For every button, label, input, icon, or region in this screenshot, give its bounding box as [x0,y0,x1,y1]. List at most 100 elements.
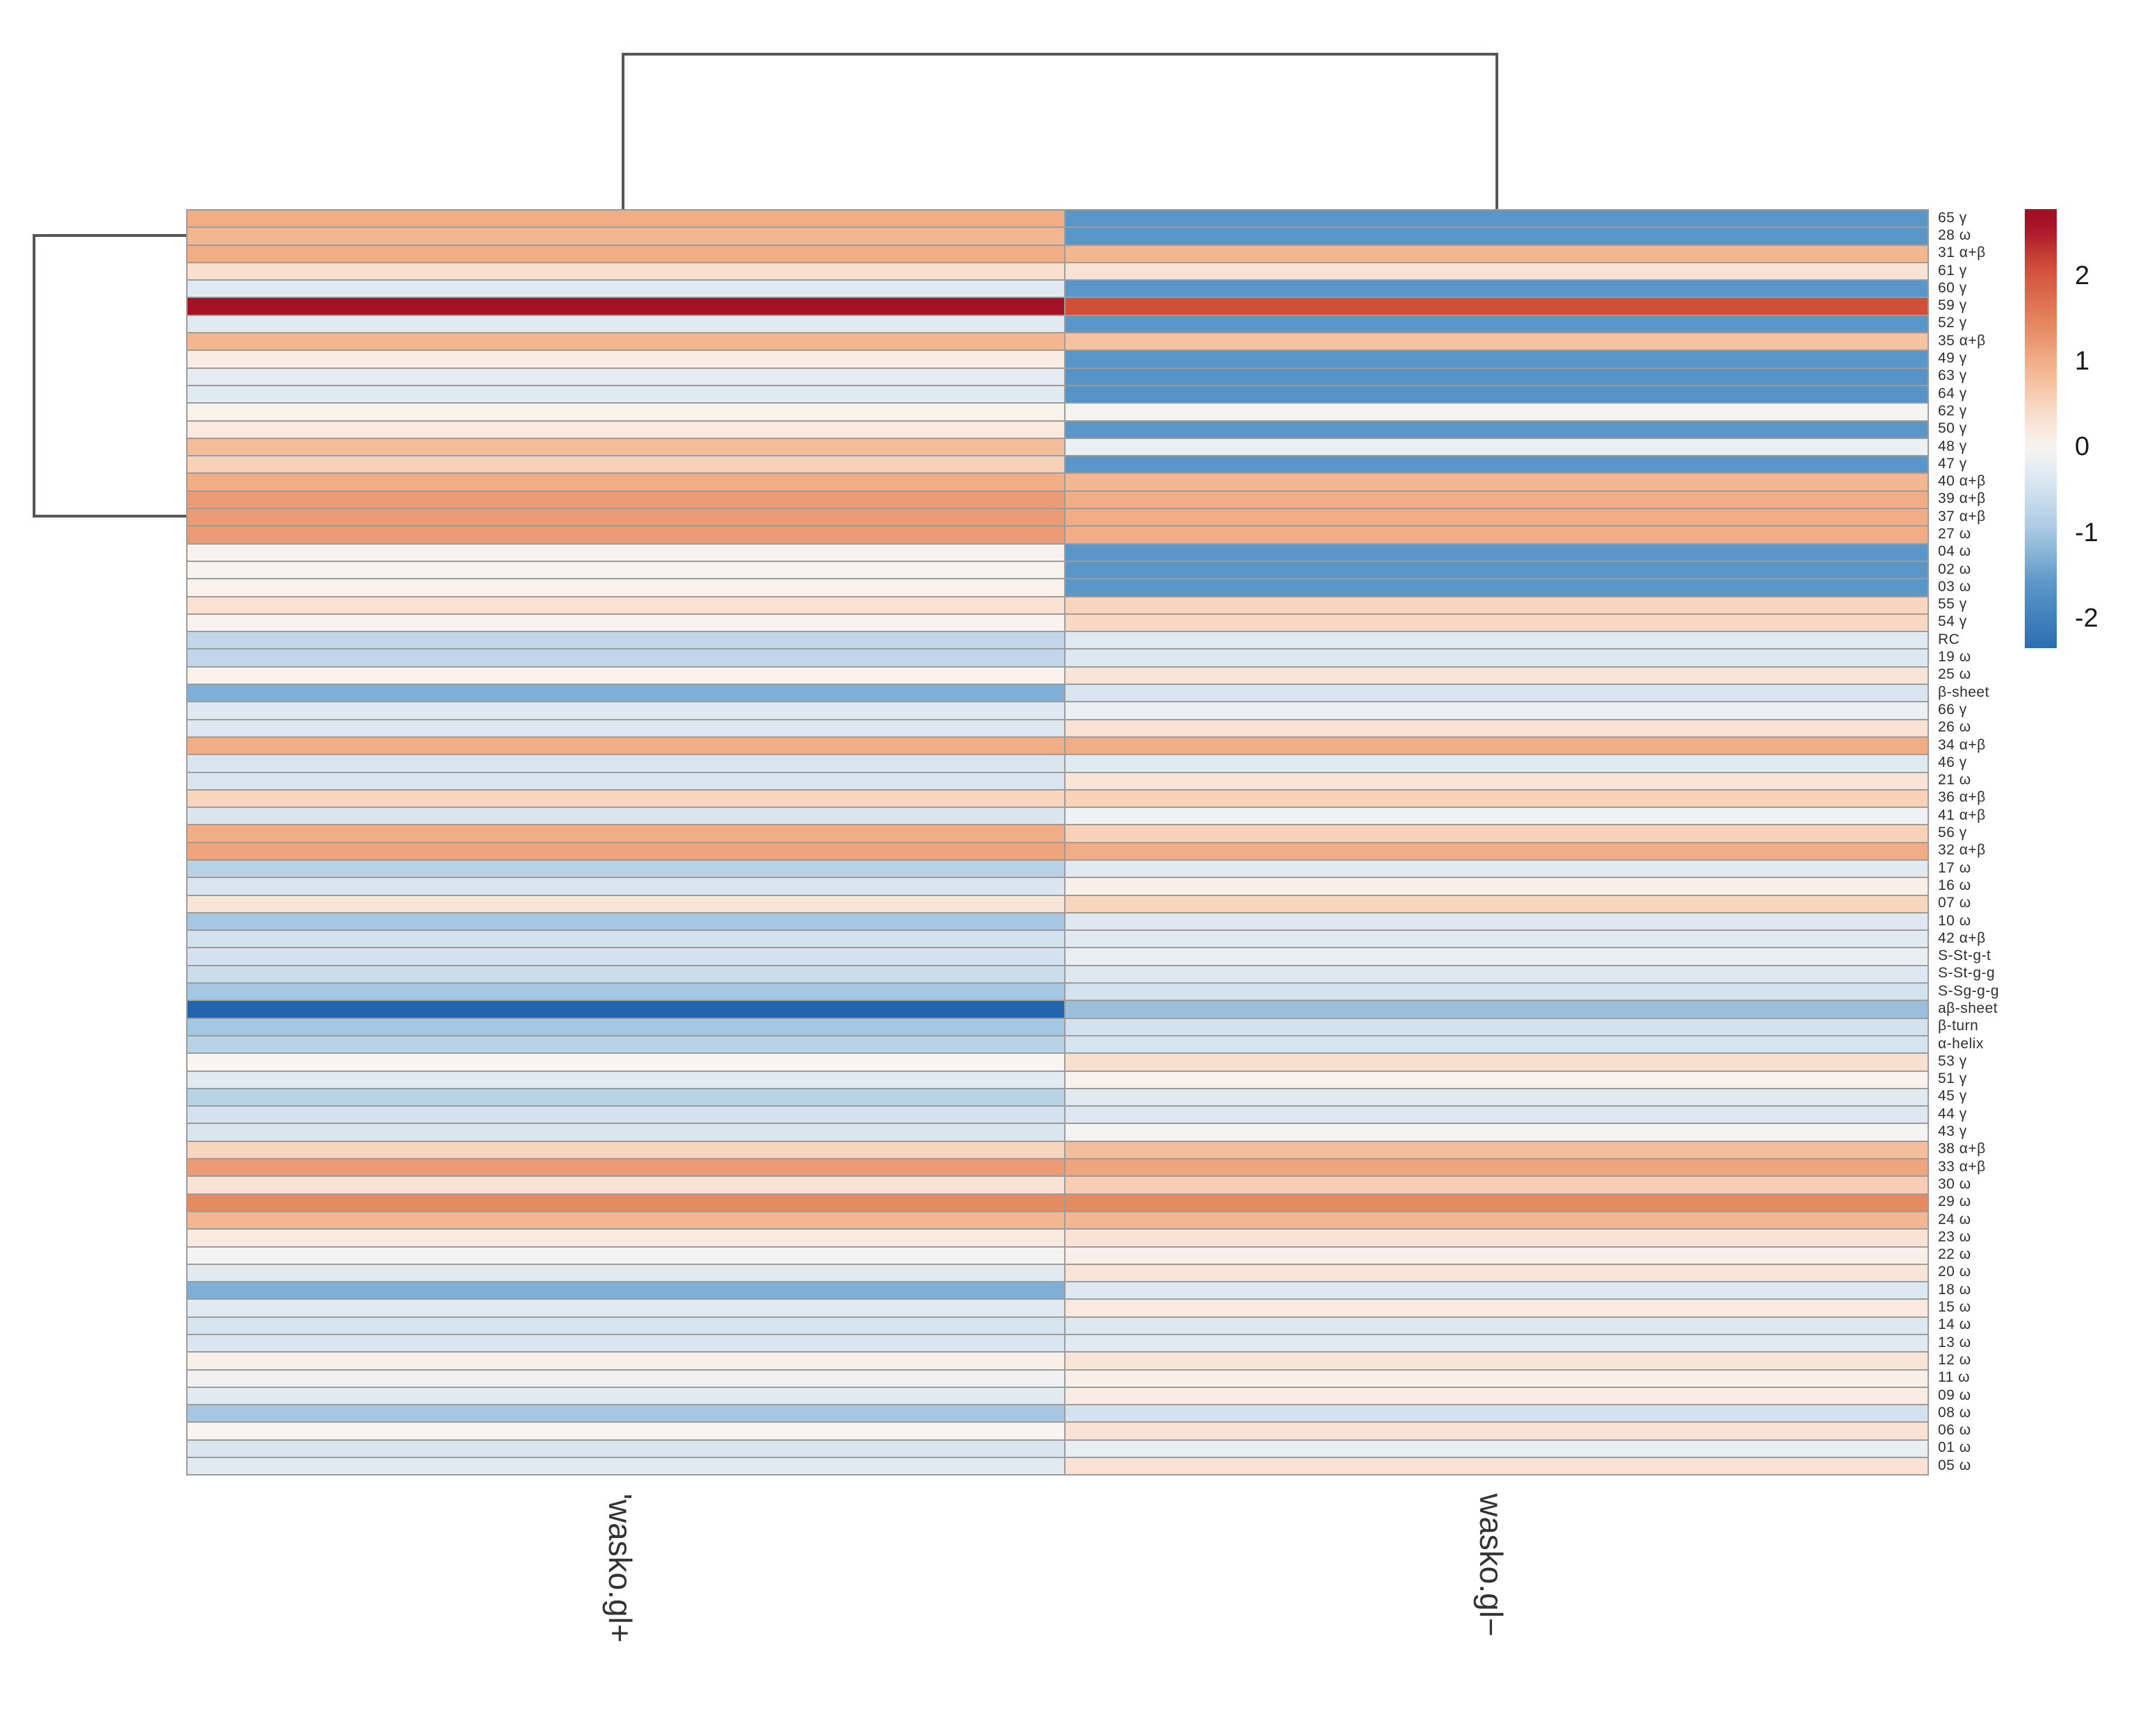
heatmap-cell [187,1299,1065,1317]
heatmap-row [187,367,1928,386]
heatmap-row [187,1193,1928,1212]
heatmap-row [187,1264,1928,1282]
heatmap-cell [187,702,1065,720]
heatmap-cell [187,210,1065,228]
heatmap-cell [187,456,1065,474]
heatmap-cell [187,649,1065,667]
row-label: β-turn [1938,1018,1979,1034]
heatmap-cell [1065,1439,1928,1458]
heatmap-cell [187,613,1065,632]
heatmap-cell [1065,754,1928,772]
row-label: 08 ω [1938,1404,1971,1421]
row-label: 44 γ [1938,1105,1967,1122]
heatmap-cell [1065,420,1928,438]
heatmap-row [187,1405,1928,1423]
row-label: 35 α+β [1938,332,1986,349]
heatmap-cell [187,1000,1065,1018]
heatmap-row [187,227,1928,245]
legend-tick-label: 0 [2075,432,2090,462]
heatmap-cell [187,631,1065,650]
heatmap-row [187,1159,1928,1177]
heatmap-row [187,1141,1928,1159]
heatmap-row [187,579,1928,597]
heatmap-cell [187,280,1065,298]
heatmap-cell [187,965,1065,984]
heatmap-row [187,842,1928,860]
heatmap-cell [1065,807,1928,825]
heatmap-row [187,965,1928,984]
row-label: 65 γ [1938,209,1967,226]
heatmap-cell [187,1035,1065,1054]
heatmap-cell [1065,719,1928,737]
heatmap-row [187,1246,1928,1264]
heatmap-cell [187,930,1065,948]
heatmap-cell [187,1123,1065,1141]
heatmap-row [187,895,1928,913]
heatmap-cell [1065,613,1928,632]
heatmap-cell [187,1070,1065,1089]
heatmap-cell [187,490,1065,509]
heatmap-cell [1065,789,1928,808]
row-label: 09 ω [1938,1387,1971,1403]
row-label: 11 ω [1938,1369,1971,1386]
heatmap-row [187,297,1928,315]
heatmap-cell [187,1264,1065,1282]
heatmap-cell [187,1141,1065,1159]
heatmap-row [187,631,1928,650]
row-label: 42 α+β [1938,929,1986,946]
row-label: 50 γ [1938,420,1967,437]
heatmap-row [187,1070,1928,1089]
heatmap-cell [1065,596,1928,614]
row-label: RC [1938,631,1960,647]
heatmap-cell [1065,490,1928,509]
heatmap-row [187,1035,1928,1054]
row-label: 37 α+β [1938,508,1986,524]
row-label: 21 ω [1938,772,1971,788]
heatmap-cell [187,509,1065,527]
heatmap-row [187,1211,1928,1230]
heatmap-row [187,983,1928,1001]
row-label: 46 γ [1938,754,1967,770]
heatmap-cell [1065,1018,1928,1036]
row-label: 19 ω [1938,649,1971,666]
heatmap-cell [187,983,1065,1001]
heatmap-cell [1065,1422,1928,1440]
legend-tick-label: 2 [2075,261,2090,291]
heatmap-cell [1065,965,1928,984]
heatmap-cell [187,1316,1065,1334]
heatmap-cell [187,526,1065,544]
heatmap-cell [187,842,1065,860]
row-label: 17 ω [1938,859,1971,876]
heatmap-cell [187,315,1065,333]
heatmap-cell [187,333,1065,351]
row-label: 32 α+β [1938,842,1986,859]
heatmap-cell [1065,1000,1928,1018]
row-label: 31 α+β [1938,245,1986,261]
row-label: 01 ω [1938,1439,1971,1456]
heatmap-row [187,1053,1928,1071]
row-label: 36 α+β [1938,789,1986,806]
heatmap-cell [1065,297,1928,315]
heatmap-row [187,1176,1928,1194]
row-label: 34 α+β [1938,736,1986,753]
heatmap-row [187,684,1928,702]
heatmap-cell [1065,877,1928,895]
heatmap-cell [1065,1211,1928,1230]
column-label-wasko-gl-plus: 'wasko.gl+ [602,1494,788,1643]
heatmap-row [187,877,1928,895]
legend-tick-label: -1 [2075,518,2098,547]
row-label: S-Sg-g-g [1938,982,2000,999]
column-label-text: 'wasko.gl+ [602,1494,638,1643]
heatmap-cell [1065,736,1928,755]
heatmap-cell [1065,1053,1928,1071]
heatmap-row [187,930,1928,948]
heatmap-cell [187,1229,1065,1247]
row-label: 53 γ [1938,1052,1967,1069]
heatmap-cell [187,473,1065,491]
heatmap-cell [1065,245,1928,263]
row-label: 38 α+β [1938,1141,1986,1157]
heatmap-cell [187,1405,1065,1423]
heatmap-cell [1065,1334,1928,1353]
row-label: 28 ω [1938,226,1971,243]
